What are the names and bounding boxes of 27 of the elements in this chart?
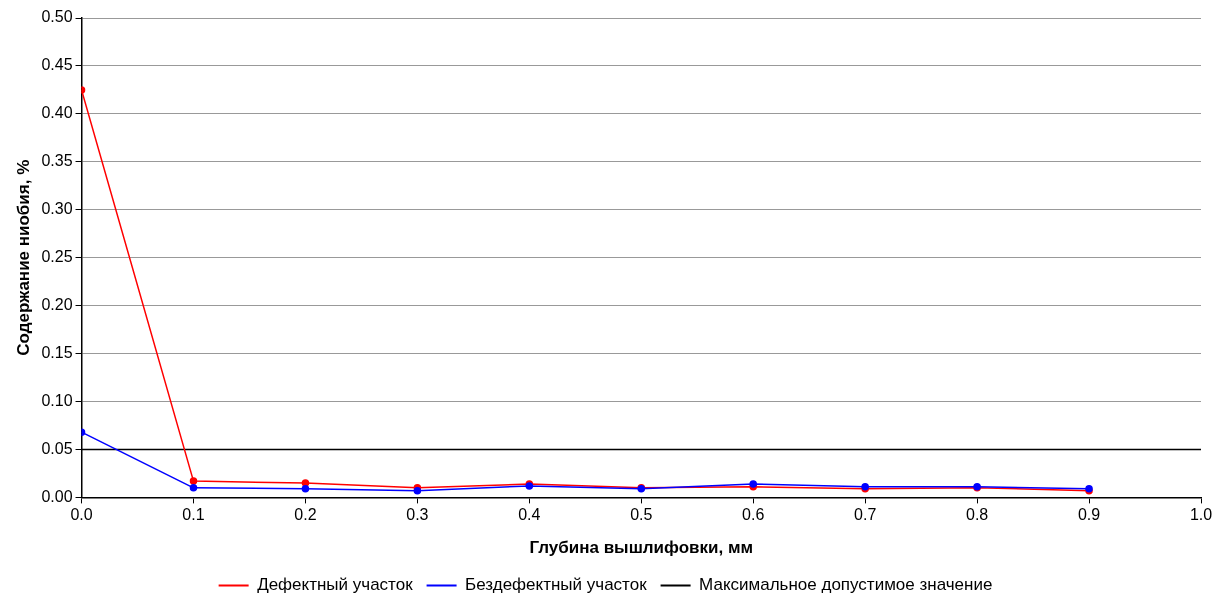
x-tick-label: 0.3 [406, 506, 429, 524]
y-tick-label: 0.15 [41, 343, 73, 361]
y-tick-label: 0.00 [41, 487, 73, 505]
x-tick-label: 1.0 [1189, 506, 1213, 524]
x-axis-title: Глубина вышлифовки, мм [529, 538, 754, 558]
y-tick-label: 0.45 [41, 56, 73, 74]
y-tick-label: 0.40 [41, 104, 73, 122]
x-tick-label: 0.8 [965, 506, 989, 524]
y-tick-label: 0.35 [41, 152, 73, 170]
y-tick-label: 0.10 [41, 391, 73, 409]
y-axis-title: Содержание ниобия, % [13, 159, 33, 356]
y-tick-label: 0.25 [41, 248, 73, 266]
y-tick-label: 0.30 [41, 200, 73, 218]
x-tick-label: 0.4 [518, 506, 541, 524]
x-tick-label: 0.0 [70, 506, 93, 524]
y-tick-label: 0.05 [41, 439, 73, 457]
x-tick-label: 0.5 [630, 506, 653, 524]
x-tick-label: 0.2 [294, 506, 317, 524]
legend-label: Максимальное допустимое значение [699, 575, 993, 595]
legend-label: Бездефектный участок [465, 575, 648, 595]
y-tick-label: 0.20 [41, 296, 73, 314]
y-tick-label: 0.50 [41, 8, 73, 26]
legend-label: Дефектный участок [257, 575, 414, 595]
x-tick-label: 0.6 [742, 506, 765, 524]
x-tick-label: 0.9 [1077, 506, 1101, 524]
x-tick-label: 0.7 [854, 506, 877, 524]
x-tick-label: 0.1 [182, 506, 205, 524]
